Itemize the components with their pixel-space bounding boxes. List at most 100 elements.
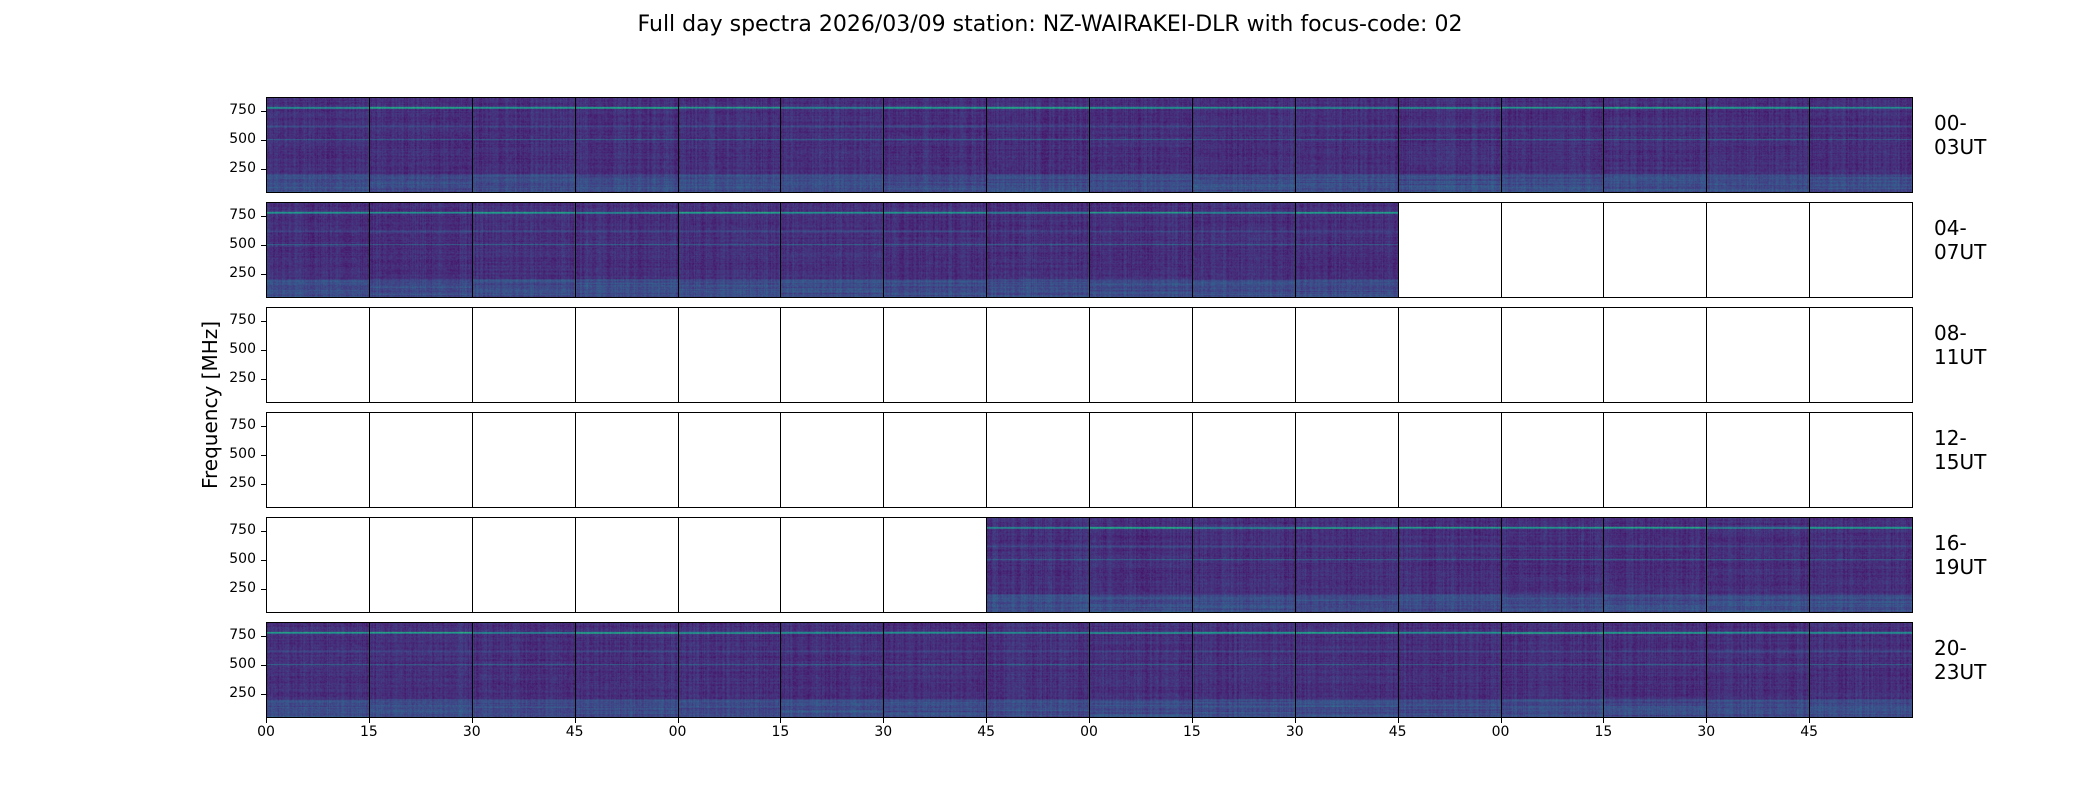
x-tick <box>1809 718 1811 723</box>
y-tick-label: 500 <box>229 236 256 253</box>
empty-panel <box>471 517 576 613</box>
spectrum-panel <box>471 622 576 718</box>
x-tick <box>986 718 988 723</box>
spectrum-panel <box>1706 97 1811 193</box>
spectrum-heatmap <box>1295 98 1398 192</box>
y-tick-label: 250 <box>229 265 256 282</box>
spectrum-panel <box>1706 517 1811 613</box>
empty-panel <box>1500 202 1605 298</box>
y-tick-label: 500 <box>229 131 256 148</box>
spectrum-heatmap <box>1810 98 1912 192</box>
spectrum-heatmap <box>987 518 1089 612</box>
spectrum-heatmap <box>884 203 987 297</box>
y-tick-label: 500 <box>229 656 256 673</box>
spectrum-heatmap <box>1192 98 1295 192</box>
spectrum-panel <box>1809 622 1913 718</box>
empty-panel <box>266 412 370 508</box>
spectrum-panel <box>1089 97 1193 193</box>
empty-panel <box>986 412 1090 508</box>
spectrum-heatmap <box>575 623 678 717</box>
y-tick-label: 500 <box>229 551 256 568</box>
y-tick-label: 250 <box>229 370 256 387</box>
y-tick-label: 750 <box>229 206 256 223</box>
x-tick <box>471 718 473 723</box>
spectrum-panel <box>1500 97 1605 193</box>
x-tick <box>780 718 782 723</box>
empty-panel <box>1809 202 1913 298</box>
x-tick-label: 15 <box>771 724 790 740</box>
empty-panel <box>368 517 473 613</box>
spectrum-heatmap <box>1707 623 1810 717</box>
spectrum-panel <box>677 622 782 718</box>
x-tick-label: 30 <box>1285 724 1304 740</box>
spectrum-panel <box>1294 622 1399 718</box>
x-tick-label: 30 <box>874 724 893 740</box>
spectrum-panel <box>883 97 988 193</box>
spectrum-panel <box>1603 97 1708 193</box>
spectrum-panel <box>1397 97 1502 193</box>
spectrum-heatmap <box>1398 518 1501 612</box>
spectrum-heatmap <box>1604 518 1707 612</box>
empty-panel <box>574 307 679 403</box>
empty-panel <box>1397 307 1502 403</box>
empty-panel <box>1089 307 1193 403</box>
empty-panel <box>1603 307 1708 403</box>
spectrum-panel <box>368 622 473 718</box>
empty-panel <box>883 517 988 613</box>
y-tick-label: 750 <box>229 416 256 433</box>
x-tick <box>266 718 267 723</box>
spectrum-heatmap <box>1707 98 1810 192</box>
spectrum-panel <box>1089 517 1193 613</box>
empty-panel <box>780 412 885 508</box>
empty-panel <box>1603 412 1708 508</box>
spectrum-panel <box>266 97 370 193</box>
spectrum-heatmap <box>678 98 781 192</box>
empty-panel <box>780 307 885 403</box>
x-tick <box>368 718 370 723</box>
x-tick <box>574 718 576 723</box>
row-label: 16-19UT <box>1934 531 1987 579</box>
spectrum-heatmap <box>781 623 884 717</box>
empty-panel <box>266 517 370 613</box>
x-tick-label: 15 <box>1594 724 1613 740</box>
spectrum-heatmap <box>1090 518 1192 612</box>
y-tick-label: 250 <box>229 580 256 597</box>
empty-panel <box>266 307 370 403</box>
spectrum-heatmap <box>267 203 369 297</box>
empty-panel <box>1706 307 1811 403</box>
spectrum-panel <box>1089 622 1193 718</box>
x-tick-label: 30 <box>1697 724 1716 740</box>
spectrum-heatmap <box>987 623 1089 717</box>
empty-panel <box>471 412 576 508</box>
y-tick <box>261 140 266 142</box>
x-tick-label: 45 <box>977 724 996 740</box>
spectrum-heatmap <box>678 203 781 297</box>
x-tick <box>1089 718 1090 723</box>
spectrum-panel <box>574 97 679 193</box>
spectrum-heatmap <box>369 98 472 192</box>
y-tick <box>261 169 266 171</box>
y-tick <box>261 455 266 457</box>
spectrum-panel <box>1706 622 1811 718</box>
y-tick <box>261 484 266 486</box>
row-label: 12-15UT <box>1934 426 1987 474</box>
spectrum-panel <box>1294 517 1399 613</box>
empty-panel <box>1706 412 1811 508</box>
spectrum-heatmap <box>1810 518 1912 612</box>
x-tick-label: 00 <box>1491 724 1510 740</box>
empty-panel <box>574 412 679 508</box>
y-tick <box>261 589 266 591</box>
spectrum-panel <box>780 97 885 193</box>
empty-panel <box>677 517 782 613</box>
y-tick <box>261 110 266 112</box>
spectrum-panel <box>677 97 782 193</box>
spectrum-panel <box>1603 622 1708 718</box>
row-label: 04-07UT <box>1934 216 1987 264</box>
x-tick-label: 15 <box>1182 724 1201 740</box>
spectrum-panel <box>986 622 1090 718</box>
spectrum-heatmap <box>1192 203 1295 297</box>
y-tick-label: 250 <box>229 475 256 492</box>
empty-panel <box>780 517 885 613</box>
spectrum-panel <box>883 202 988 298</box>
x-tick-label: 30 <box>462 724 481 740</box>
